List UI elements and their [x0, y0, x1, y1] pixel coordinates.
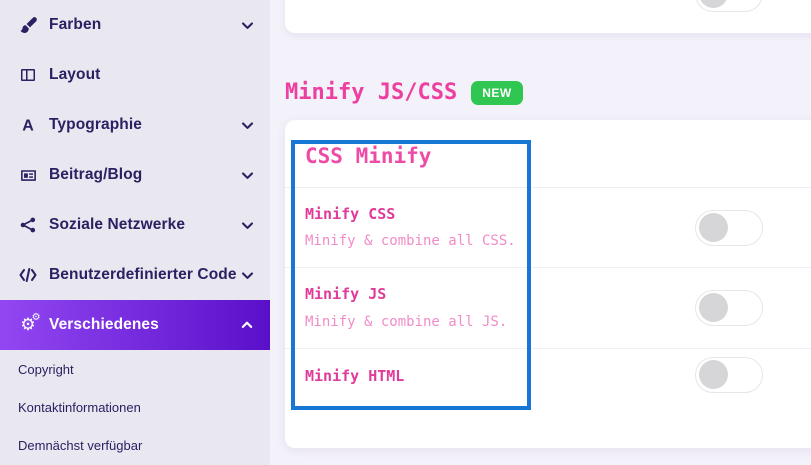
section-title: Minify JS/CSS	[285, 80, 458, 105]
setting-row-minify-js: Minify JS Minify & combine all JS.	[285, 267, 811, 348]
setting-texts: Minify CSS Minify & combine all CSS.	[305, 205, 516, 250]
sidebar-item-typographie[interactable]: A Typographie	[0, 100, 270, 150]
sidebar-item-benutzerdefinierter-code[interactable]: Benutzerdefinierter Code	[0, 250, 270, 300]
sidebar-item-label: Farben	[49, 16, 102, 33]
minify-html-toggle-off[interactable]	[695, 357, 763, 393]
chevron-down-icon	[240, 218, 254, 232]
content-area: Minify JS/CSS NEW CSS Minify Minify CSS …	[270, 0, 811, 465]
minify-js-toggle-off[interactable]	[695, 290, 763, 326]
chevron-up-icon	[240, 318, 254, 332]
code-icon	[18, 266, 38, 284]
typography-icon: A	[18, 116, 38, 134]
sidebar-subitem-kontaktinformationen[interactable]: Kontaktinformationen	[0, 388, 270, 426]
chevron-down-icon	[240, 18, 254, 32]
chevron-down-icon	[240, 268, 254, 282]
setting-description: Minify & combine all CSS.	[305, 233, 516, 250]
minify-css-toggle-off[interactable]	[695, 209, 763, 246]
toggle-knob	[699, 293, 728, 322]
setting-texts: Minify HTML	[305, 367, 404, 387]
section-title-row: Minify JS/CSS NEW	[285, 80, 523, 105]
sidebar-subitem-copyright[interactable]: Copyright	[0, 350, 270, 388]
chevron-down-icon	[240, 118, 254, 132]
setting-texts: Minify JS Minify & combine all JS.	[305, 285, 507, 330]
chevron-down-icon	[240, 168, 254, 182]
card-heading: CSS Minify	[305, 144, 432, 168]
sidebar-item-verschiedenes[interactable]: ⚙ ⚙ Verschiedenes	[0, 300, 270, 350]
sidebar-item-label: Benutzerdefinierter Code	[49, 266, 237, 283]
sidebar-item-label: Verschiedenes	[49, 316, 159, 333]
sidebar-item-soziale-netzwerke[interactable]: Soziale Netzwerke	[0, 200, 270, 250]
sidebar-item-label: Typographie	[49, 116, 142, 133]
setting-label: Minify CSS	[305, 204, 396, 223]
css-minify-card: CSS Minify Minify CSS Minify & combine a…	[285, 120, 811, 448]
sidebar-subitem-label: Demnächst verfügbar	[18, 437, 143, 453]
sidebar-item-label: Layout	[49, 66, 101, 83]
sidebar-item-label: Soziale Netzwerke	[49, 216, 186, 233]
layout-columns-icon	[18, 66, 38, 84]
sidebar-subitem-label: Copyright	[18, 361, 74, 377]
blog-icon	[18, 166, 38, 184]
setting-row-minify-css: Minify CSS Minify & combine all CSS.	[285, 188, 811, 267]
sidebar-item-label: Beitrag/Blog	[49, 166, 143, 183]
sidebar-item-layout[interactable]: Layout	[0, 50, 270, 100]
sidebar-item-farben[interactable]: Farben	[0, 0, 270, 50]
share-icon	[18, 216, 38, 234]
card-header: CSS Minify	[285, 120, 811, 188]
toggle-knob	[699, 360, 728, 389]
sidebar: Farben Layout A Typographie Beitrag/Blog	[0, 0, 270, 465]
toggle-knob	[699, 0, 728, 8]
setting-label: Minify HTML	[305, 367, 405, 385]
previous-settings-card-partial	[285, 0, 811, 33]
svg-text:A: A	[22, 118, 34, 134]
sidebar-subitem-demnaechst-verfuegbar[interactable]: Demnächst verfügbar	[0, 426, 270, 464]
paintbrush-icon	[18, 16, 38, 34]
setting-label: Minify JS	[305, 285, 387, 304]
sidebar-subitem-label: Kontaktinformationen	[18, 399, 141, 415]
new-badge: NEW	[471, 80, 523, 105]
toggle-knob	[699, 212, 728, 242]
toggle-switch-off[interactable]	[695, 0, 763, 12]
setting-row-minify-html: Minify HTML	[285, 348, 811, 448]
sidebar-item-beitrag-blog[interactable]: Beitrag/Blog	[0, 150, 270, 200]
gears-icon: ⚙ ⚙	[20, 311, 41, 335]
setting-description: Minify & combine all JS.	[305, 313, 508, 330]
